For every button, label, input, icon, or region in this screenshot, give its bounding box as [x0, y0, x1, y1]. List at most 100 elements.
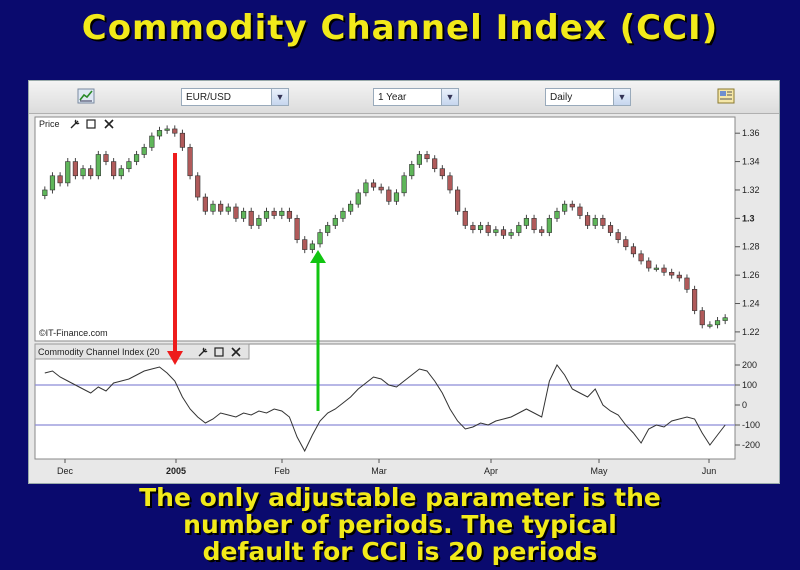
price-candle	[363, 179, 369, 197]
maximize-icon[interactable]	[86, 119, 96, 129]
chart-window: EUR/USD ▼ 1 Year ▼ Daily ▼ Price	[28, 80, 780, 484]
price-y-tick-label: 1.28	[742, 242, 760, 252]
chart-toolbar: EUR/USD ▼ 1 Year ▼ Daily ▼	[29, 81, 779, 114]
price-candle	[118, 165, 124, 180]
price-y-tick-label: 1.22	[742, 327, 760, 337]
price-pane-label: Price	[39, 119, 60, 129]
price-candle	[714, 317, 721, 329]
price-candle	[187, 143, 193, 180]
sell-signal-arrow	[167, 153, 183, 365]
price-candle	[57, 172, 63, 187]
cci-pane-label: Commodity Channel Index (20	[38, 347, 160, 357]
slide-caption: The only adjustable parameter is the num…	[0, 484, 800, 565]
x-tick-label: Dec	[57, 466, 74, 476]
price-candle	[623, 236, 629, 251]
price-candle	[692, 285, 698, 315]
price-candle	[370, 179, 377, 191]
price-candle	[653, 264, 659, 272]
price-candle	[477, 221, 484, 234]
price-y-tick-label: 1.26	[742, 270, 760, 280]
cci-y-tick-label: 0	[742, 400, 747, 410]
price-candle	[699, 307, 705, 329]
price-candle	[607, 221, 614, 237]
price-candle	[65, 158, 71, 187]
caption-line: default for CCI is 20 periods	[202, 537, 598, 566]
price-candle	[263, 207, 270, 222]
cci-pane	[34, 343, 736, 460]
price-candle	[416, 150, 422, 168]
price-candle	[562, 200, 568, 215]
price-candle	[309, 240, 315, 254]
caption-line: number of periods. The typical	[183, 510, 617, 539]
x-tick-label: Mar	[371, 466, 387, 476]
symbol-select-value: EUR/USD	[186, 92, 232, 103]
price-candle	[240, 207, 247, 222]
price-candle	[111, 158, 117, 180]
buy-signal-arrow	[310, 250, 326, 411]
cci-y-tick-label: 100	[742, 380, 757, 390]
price-candle	[141, 143, 147, 159]
price-candle	[485, 221, 491, 237]
price-candle	[707, 321, 713, 329]
price-candle	[179, 129, 186, 151]
wrench-icon[interactable]	[70, 119, 80, 129]
price-candle	[600, 214, 606, 229]
x-tick-label: May	[590, 466, 608, 476]
chevron-down-icon[interactable]: ▼	[271, 89, 288, 105]
price-candle	[531, 214, 537, 234]
wrench-icon[interactable]	[198, 347, 208, 357]
price-candle	[164, 125, 170, 134]
chart-settings-icon[interactable]	[717, 88, 735, 104]
price-candle	[592, 214, 598, 229]
price-candle	[49, 172, 56, 194]
price-candle	[493, 226, 499, 237]
price-y-tick-label: 1.32	[742, 185, 760, 195]
price-candle	[172, 125, 178, 137]
chart-area: Price ©IT-Finance.com 1.36 1.34 1.32 1.3 1.2…	[34, 116, 760, 476]
x-tick-label: Feb	[274, 466, 290, 476]
price-candle	[294, 214, 300, 244]
chevron-down-icon[interactable]: ▼	[613, 89, 630, 105]
price-candle	[661, 264, 667, 276]
watermark: ©IT-Finance.com	[39, 328, 108, 338]
price-candle	[195, 172, 201, 201]
cci-y-tick-label: 200	[742, 360, 757, 370]
price-candle	[271, 207, 277, 220]
price-candle	[638, 250, 644, 265]
price-candle	[126, 158, 132, 173]
maximize-icon[interactable]	[214, 347, 224, 357]
price-candle	[72, 158, 78, 180]
price-candle	[340, 207, 346, 222]
price-candle	[256, 214, 262, 229]
price-candle	[156, 126, 163, 140]
range-select[interactable]: 1 Year ▼	[373, 88, 459, 106]
price-candle	[584, 211, 591, 229]
price-candle	[630, 243, 637, 258]
range-select-value: 1 Year	[378, 92, 407, 103]
interval-select[interactable]: Daily ▼	[545, 88, 631, 106]
price-candle	[669, 268, 675, 279]
price-candle	[386, 186, 392, 205]
chevron-down-icon[interactable]: ▼	[441, 89, 458, 105]
close-icon[interactable]	[104, 119, 114, 129]
price-candle	[462, 207, 468, 229]
cci-y-tick-label: -100	[742, 420, 760, 430]
price-candle	[325, 221, 331, 237]
price-candle	[684, 274, 690, 293]
close-icon[interactable]	[231, 347, 241, 357]
price-candle	[133, 150, 140, 166]
price-candle	[508, 229, 514, 239]
cci-series-line	[44, 364, 726, 453]
price-candle	[103, 150, 109, 166]
symbol-select[interactable]: EUR/USD ▼	[181, 88, 289, 106]
price-candle	[202, 193, 208, 215]
price-candle	[569, 200, 575, 211]
cci-y-tick-label: -200	[742, 440, 760, 450]
price-candle	[439, 165, 445, 180]
price-candle	[646, 257, 652, 272]
chart-type-icon[interactable]	[77, 88, 95, 104]
price-candle	[348, 200, 354, 215]
price-candle	[248, 207, 254, 229]
price-candle	[500, 226, 507, 239]
price-y-tick-label: 1.3	[742, 213, 755, 223]
